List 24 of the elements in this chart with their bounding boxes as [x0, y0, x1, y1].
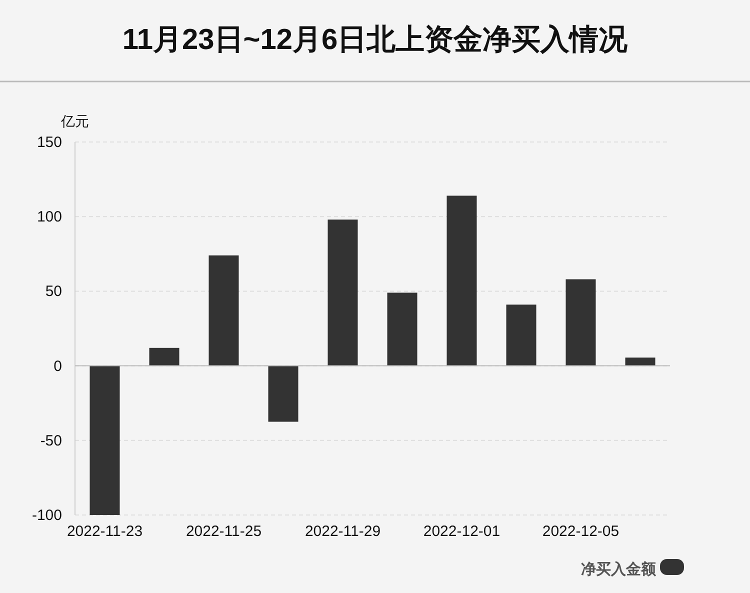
bar	[566, 279, 596, 366]
y-axis-title: 亿元	[60, 113, 89, 129]
chart-title: 11月23日~12月6日北上资金净买入情况	[122, 24, 629, 56]
legend-label: 净买入金额	[581, 560, 657, 578]
y-tick-label: 150	[36, 134, 62, 151]
bar	[328, 220, 358, 366]
bar	[387, 292, 418, 366]
x-tick-label: 2022-12-01	[423, 523, 500, 540]
x-tick-label: 2022-11-23	[66, 523, 143, 540]
y-tick-label: 100	[36, 208, 62, 226]
x-tick-label: 2022-11-29	[304, 523, 381, 540]
bar	[90, 366, 120, 515]
y-tick-label: -100	[32, 507, 62, 524]
bar	[506, 304, 536, 366]
bar	[446, 196, 477, 366]
bar	[208, 255, 239, 366]
x-tick-label: 2022-11-25	[186, 523, 262, 540]
y-tick-label: -50	[40, 432, 62, 450]
x-tick-label: 2022-12-05	[542, 523, 620, 540]
bar	[268, 366, 298, 422]
y-tick-label: 0	[54, 358, 62, 375]
bar	[625, 358, 656, 366]
bar	[149, 348, 180, 366]
y-tick-label: 50	[45, 283, 62, 300]
